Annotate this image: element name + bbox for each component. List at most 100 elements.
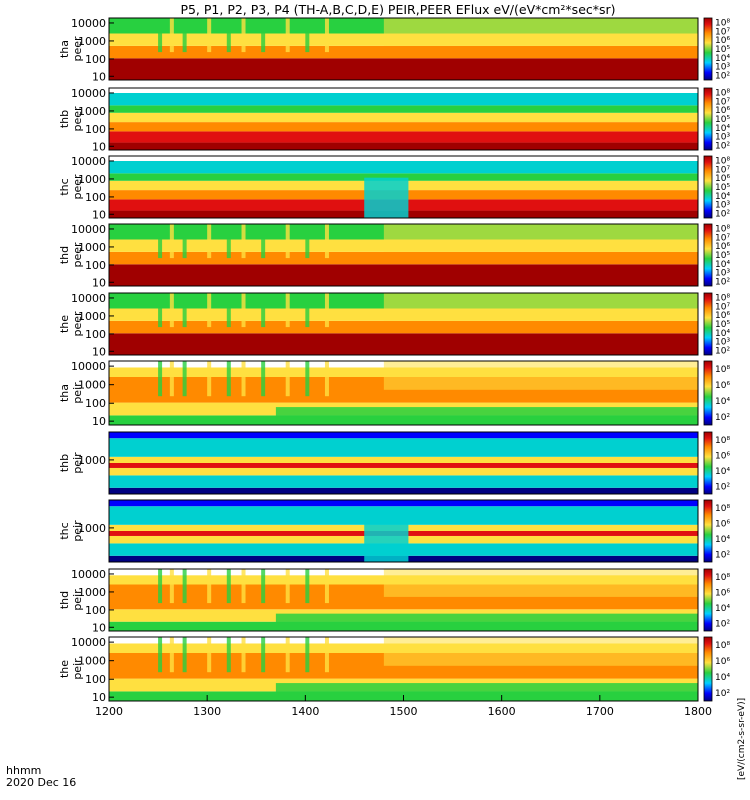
spectrum-burst (305, 361, 310, 397)
y-tick-label: 1000 (78, 454, 106, 467)
colorbar-tick-label: 10⁵ (715, 45, 730, 55)
spectrum-burst (285, 637, 290, 673)
spectrum-band (109, 122, 698, 132)
x-tick-label: 1400 (291, 705, 319, 718)
colorbar-tick-label: 10⁸ (715, 156, 730, 166)
y-tick-label: 1000 (78, 522, 106, 535)
colorbar-unit-label: [eV/(cm2-s-sr-eV)] (737, 698, 747, 780)
spectrum-burst (207, 18, 212, 53)
spectrum-band (109, 487, 698, 494)
colorbar (703, 499, 713, 563)
y-tick-label: 100 (85, 191, 106, 204)
spectrum-region (275, 407, 698, 425)
spectrum-band (109, 160, 698, 174)
y-tick-label: 10 (92, 70, 106, 83)
colorbar-tick-label: 10⁸ (715, 224, 730, 234)
colorbar-tick-label: 10⁴ (715, 535, 730, 545)
panel-label: thepeer (58, 311, 84, 337)
y-tick-label: 10 (92, 345, 106, 358)
y-tick-label: 100 (85, 53, 106, 66)
panel-10: 10 100 1000 10000 thepeir 10² 10⁴ 10⁶ 10⁸ (58, 636, 730, 704)
y-tick-label: 100 (85, 123, 106, 136)
colorbar-tick-label: 10² (715, 482, 730, 492)
panel-5: 10 100 1000 10000 thepeer 10²10³10⁴10⁵10⁶10⁷1… (58, 292, 730, 358)
colorbar-tick-label: 10² (715, 619, 730, 629)
spectrum-band (109, 251, 698, 265)
spectrum-burst (158, 361, 163, 397)
y-tick-label: 10000 (71, 636, 106, 649)
panel-frame (108, 155, 699, 219)
panel-label: thdpeir (58, 589, 84, 611)
colorbar-tick-label: 10⁶ (715, 519, 730, 529)
spectrum-burst (305, 569, 310, 604)
spectrum-region (383, 569, 698, 597)
colorbar (703, 431, 713, 495)
colorbar-tick-label: 10⁴ (715, 54, 730, 64)
y-tick-label: 1000 (78, 105, 106, 118)
colorbar-tick-label: 10⁸ (715, 641, 730, 651)
colorbar-tick-label: 10² (715, 210, 730, 220)
spectrum-band (109, 500, 698, 507)
x-tick-label: 1200 (95, 705, 123, 718)
y-tick-label: 10000 (71, 87, 106, 100)
y-tick-label: 100 (85, 328, 106, 341)
panel-label: thcpeir (58, 520, 84, 542)
colorbar-tick-label: 10⁵ (715, 320, 730, 330)
panel-frame (108, 499, 699, 563)
y-tick-label: 1000 (78, 173, 106, 186)
colorbar-tick-label: 10⁷ (715, 233, 730, 243)
spectrum-burst (207, 361, 212, 397)
colorbar-tick-label: 10⁶ (715, 242, 730, 252)
colorbar-tick-label: 10⁸ (715, 573, 730, 583)
x-tick-label: 1800 (684, 705, 712, 718)
panel-3: 10 100 1000 10000 thcpeer 10²10³10⁴10⁵10⁶10⁷1… (58, 155, 730, 221)
spectrum-burst (261, 18, 266, 53)
colorbar (703, 568, 713, 632)
spectrum-burst (169, 569, 174, 604)
spectrum-region (383, 361, 698, 390)
panel-label: thdpeer (58, 242, 84, 268)
y-tick-label: 10 (92, 140, 106, 153)
panel-label: thepeir (58, 658, 84, 680)
x-tick-label: 1700 (586, 705, 614, 718)
colorbar-tick-label: 10⁶ (715, 451, 730, 461)
spectrum-burst (182, 18, 187, 53)
y-tick-label: 100 (85, 397, 106, 410)
colorbar-tick-label: 10³ (715, 269, 730, 279)
colorbar-tick-label: 10⁴ (715, 124, 730, 134)
spectrum-burst (226, 224, 231, 259)
colorbar-tick-label: 10⁸ (715, 88, 730, 98)
spectrum-burst (324, 224, 329, 259)
y-tick-label: 1000 (78, 310, 106, 323)
colorbar-tick-label: 10² (715, 278, 730, 288)
y-tick-label: 10 (92, 208, 106, 221)
colorbar-tick-label: 10⁴ (715, 329, 730, 339)
panel-9: 10 100 1000 10000 thdpeir 10² 10⁴ 10⁶ 10⁸ (58, 568, 730, 634)
colorbar-tick-label: 10⁷ (715, 27, 730, 37)
spectrum-gap (364, 521, 409, 562)
spectrum-band (109, 92, 698, 106)
spectrum-burst (158, 569, 163, 604)
spectrum-burst (241, 569, 246, 604)
spectrum-burst (324, 361, 329, 397)
spectrum-burst (285, 569, 290, 604)
spectrum-band (109, 432, 698, 439)
spectrum-band (109, 333, 698, 355)
y-tick-label: 1000 (78, 241, 106, 254)
x-tick-label: 1600 (488, 705, 516, 718)
colorbar-tick-label: 10³ (715, 133, 730, 143)
x-tick-label: 1500 (390, 705, 418, 718)
panel-frame (108, 431, 699, 495)
spectrum-region (383, 224, 698, 252)
colorbar-tick-label: 10⁵ (715, 115, 730, 125)
spectrum-band (109, 438, 698, 457)
spectrum-region (383, 637, 698, 666)
colorbar-tick-label: 10² (715, 347, 730, 357)
colorbar-tick-label: 10² (715, 142, 730, 152)
spectrum-burst (285, 361, 290, 397)
panel-1: 10 100 1000 10000 thapeer 10²10³10⁴10⁵10⁶10⁷1… (58, 17, 730, 83)
colorbar-tick-label: 10⁷ (715, 165, 730, 175)
y-tick-label: 1000 (78, 379, 106, 392)
spectrum-burst (285, 293, 290, 328)
